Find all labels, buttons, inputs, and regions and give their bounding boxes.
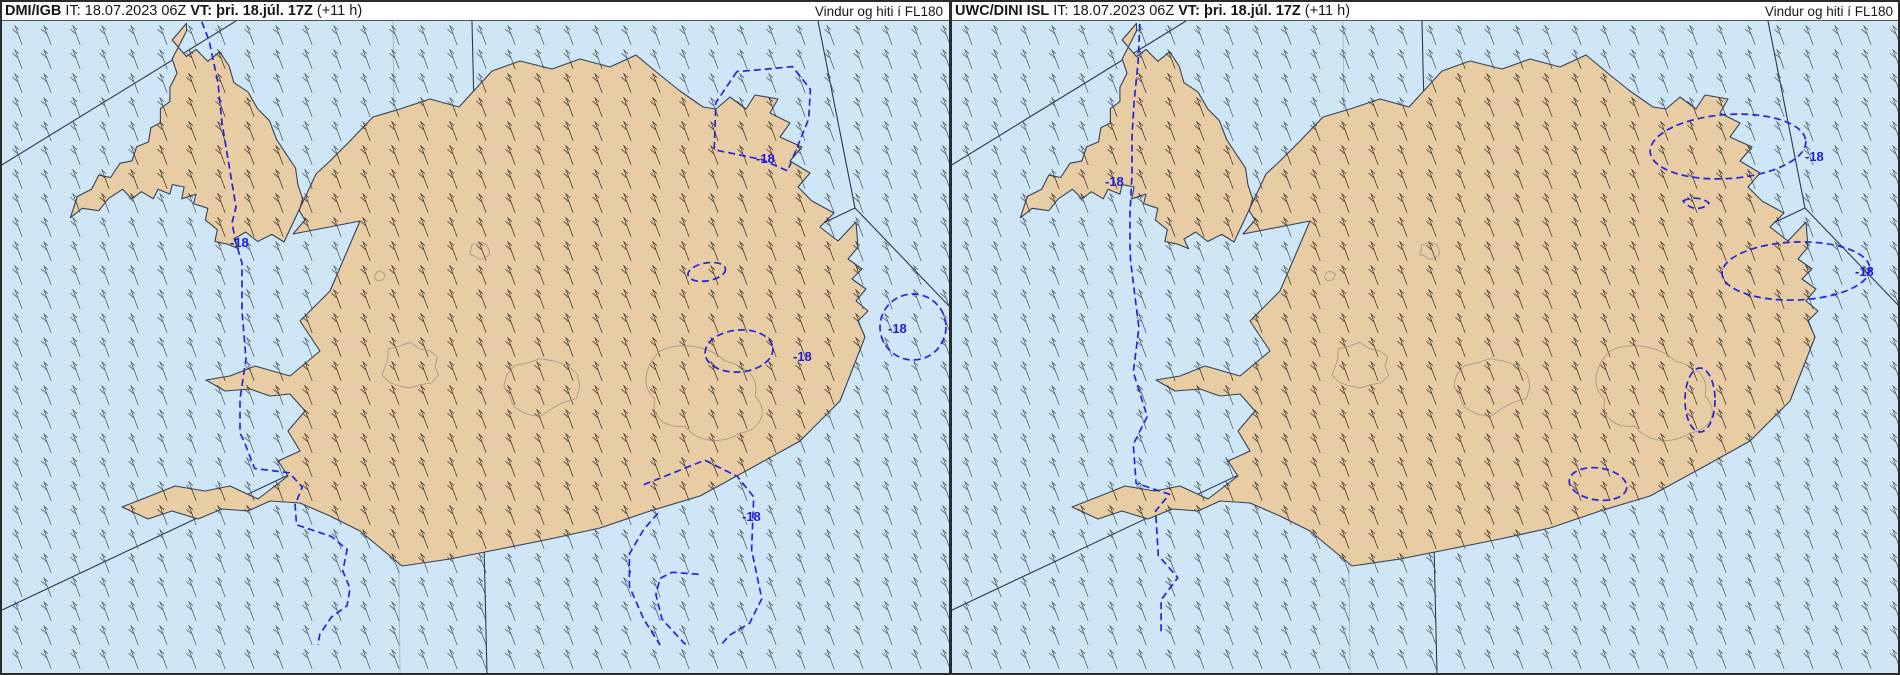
svg-text:-18: -18 xyxy=(742,509,761,524)
svg-text:-18: -18 xyxy=(1805,149,1824,164)
svg-text:-18: -18 xyxy=(230,235,249,250)
svg-text:-18: -18 xyxy=(888,321,907,336)
svg-text:-18: -18 xyxy=(1855,264,1874,279)
svg-text:-18: -18 xyxy=(793,349,812,364)
svg-text:-18: -18 xyxy=(756,151,775,166)
svg-text:-18: -18 xyxy=(1105,174,1124,189)
